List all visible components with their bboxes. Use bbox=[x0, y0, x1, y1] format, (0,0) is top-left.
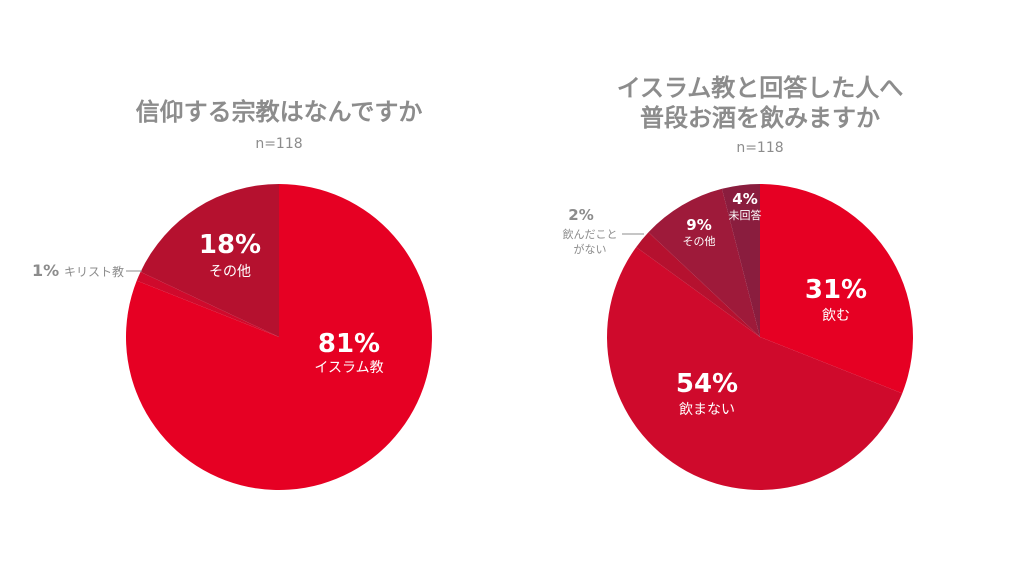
slice-pct-label: 18% bbox=[199, 230, 261, 260]
slice-label: その他 bbox=[683, 235, 716, 248]
pie-slice bbox=[636, 232, 760, 337]
chart-right: イスラム教と回答した人へ 普段お酒を飲みますか n=118 31% 飲む 54%… bbox=[563, 74, 914, 490]
chart-left: 信仰する宗教はなんですか n=118 81% イスラム教 18% その他 1% … bbox=[32, 98, 432, 490]
chart-left-subtitle: n=118 bbox=[255, 136, 302, 152]
chart-right-title-line-1: イスラム教と回答した人へ bbox=[617, 74, 904, 102]
slice-label: 未回答 bbox=[729, 208, 762, 222]
slice-label: 飲む bbox=[822, 308, 850, 324]
slice-label: がない bbox=[574, 242, 607, 256]
chart-left-title: 信仰する宗教はなんですか bbox=[136, 98, 423, 126]
slice-label: キリスト教 bbox=[64, 264, 124, 279]
slice-pct-label: 54% bbox=[676, 369, 738, 399]
pie-slice bbox=[136, 271, 279, 337]
pie-slice bbox=[760, 184, 914, 394]
slice-label: イスラム教 bbox=[314, 360, 383, 376]
pie-slice bbox=[721, 184, 760, 337]
slice-pct-label: 31% bbox=[805, 275, 867, 305]
slice-pct-label: 1% bbox=[32, 261, 59, 280]
pie-slice bbox=[607, 247, 903, 490]
slice-label: 飲んだこと bbox=[563, 227, 618, 241]
slice-pct-label: 2% bbox=[568, 206, 593, 224]
slice-pct-label: 9% bbox=[686, 216, 711, 234]
pie-slice bbox=[140, 184, 279, 337]
chart-right-subtitle: n=118 bbox=[736, 140, 783, 156]
slice-pct-label: 81% bbox=[318, 329, 380, 359]
chart-right-pie bbox=[607, 184, 914, 490]
chart-right-title-line-2: 普段お酒を飲みますか bbox=[640, 104, 880, 132]
pie-slice bbox=[125, 184, 432, 490]
slice-label: 飲まない bbox=[679, 402, 735, 418]
slice-label: その他 bbox=[209, 264, 251, 280]
pie-slice bbox=[648, 188, 760, 337]
chart-left-pie bbox=[125, 184, 432, 490]
slice-pct-label: 4% bbox=[732, 190, 757, 208]
